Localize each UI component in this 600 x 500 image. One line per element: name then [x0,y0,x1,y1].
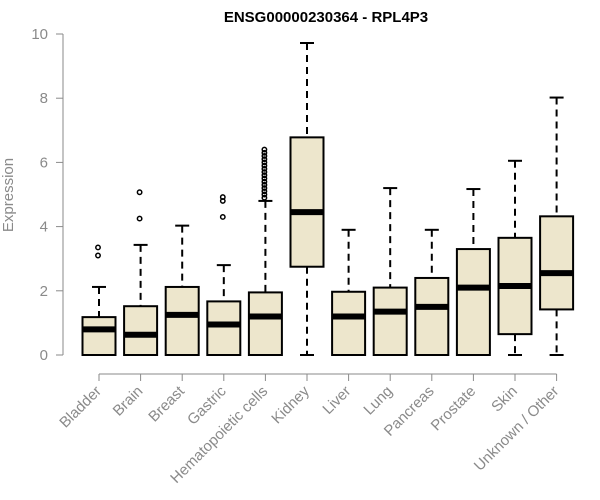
x-tick-label: Liver [319,383,354,418]
box-iqr [539,215,575,311]
box-brain [123,189,159,357]
outlier-point [136,189,143,196]
outlier-point [261,191,268,198]
box-hematopoietic-cells [247,146,283,356]
y-tick-label: 2 [40,283,48,300]
outlier-point [95,252,101,259]
x-tick-label: Lung [360,383,396,419]
outlier-point [261,169,268,175]
box-iqr [414,276,450,356]
outlier-point [261,149,268,156]
outlier-point [261,175,268,182]
outlier-point [261,172,268,179]
outlier-point [261,153,268,159]
box-liver [331,228,367,356]
x-tick-label: Breast [145,382,188,425]
y-tick-label: 10 [31,26,48,43]
box-unknown-other [539,96,575,356]
y-tick-label: 8 [40,90,48,107]
box-pancreas [414,228,450,356]
box-iqr [372,286,408,356]
x-tick-label: Brain [110,383,147,420]
box-iqr [164,285,200,356]
y-tick-label: 4 [40,219,48,236]
x-tick-label: Kidney [268,382,313,427]
box-gastric [206,194,242,357]
box-iqr [247,291,283,356]
box-iqr [123,305,159,357]
box-iqr [455,248,491,357]
outlier-point [261,162,268,169]
x-tick-label: Skin [488,383,521,416]
box-prostate [455,188,491,357]
outlier-point [261,165,268,172]
box-kidney [289,41,325,356]
box-skin [497,159,533,356]
box-breast [164,224,200,356]
outlier-point [261,185,268,192]
x-tick-label: Prostate [428,383,480,435]
outlier-point [261,188,268,195]
outlier-point [261,178,268,185]
box-lung [372,187,408,356]
outlier-point [261,159,268,166]
y-axis-label: Expression [0,158,17,232]
y-tick-label: 0 [40,347,48,364]
outlier-point [261,156,268,163]
box-bladder [81,244,117,357]
box-iqr [331,290,367,356]
box-iqr [206,300,242,357]
x-tick-label: Bladder [56,383,105,432]
outlier-point [261,146,268,153]
outlier-point [95,244,101,251]
boxes [81,41,575,357]
outlier-point [219,194,226,201]
y-tick-label: 6 [40,154,48,171]
chart-title: ENSG00000230364 - RPL4P3 [224,9,428,26]
outlier-point [261,181,268,188]
box-iqr [81,316,117,357]
outlier-point [261,194,268,201]
box-iqr [289,136,325,268]
outlier-point [136,215,143,222]
outlier-point [219,214,226,220]
